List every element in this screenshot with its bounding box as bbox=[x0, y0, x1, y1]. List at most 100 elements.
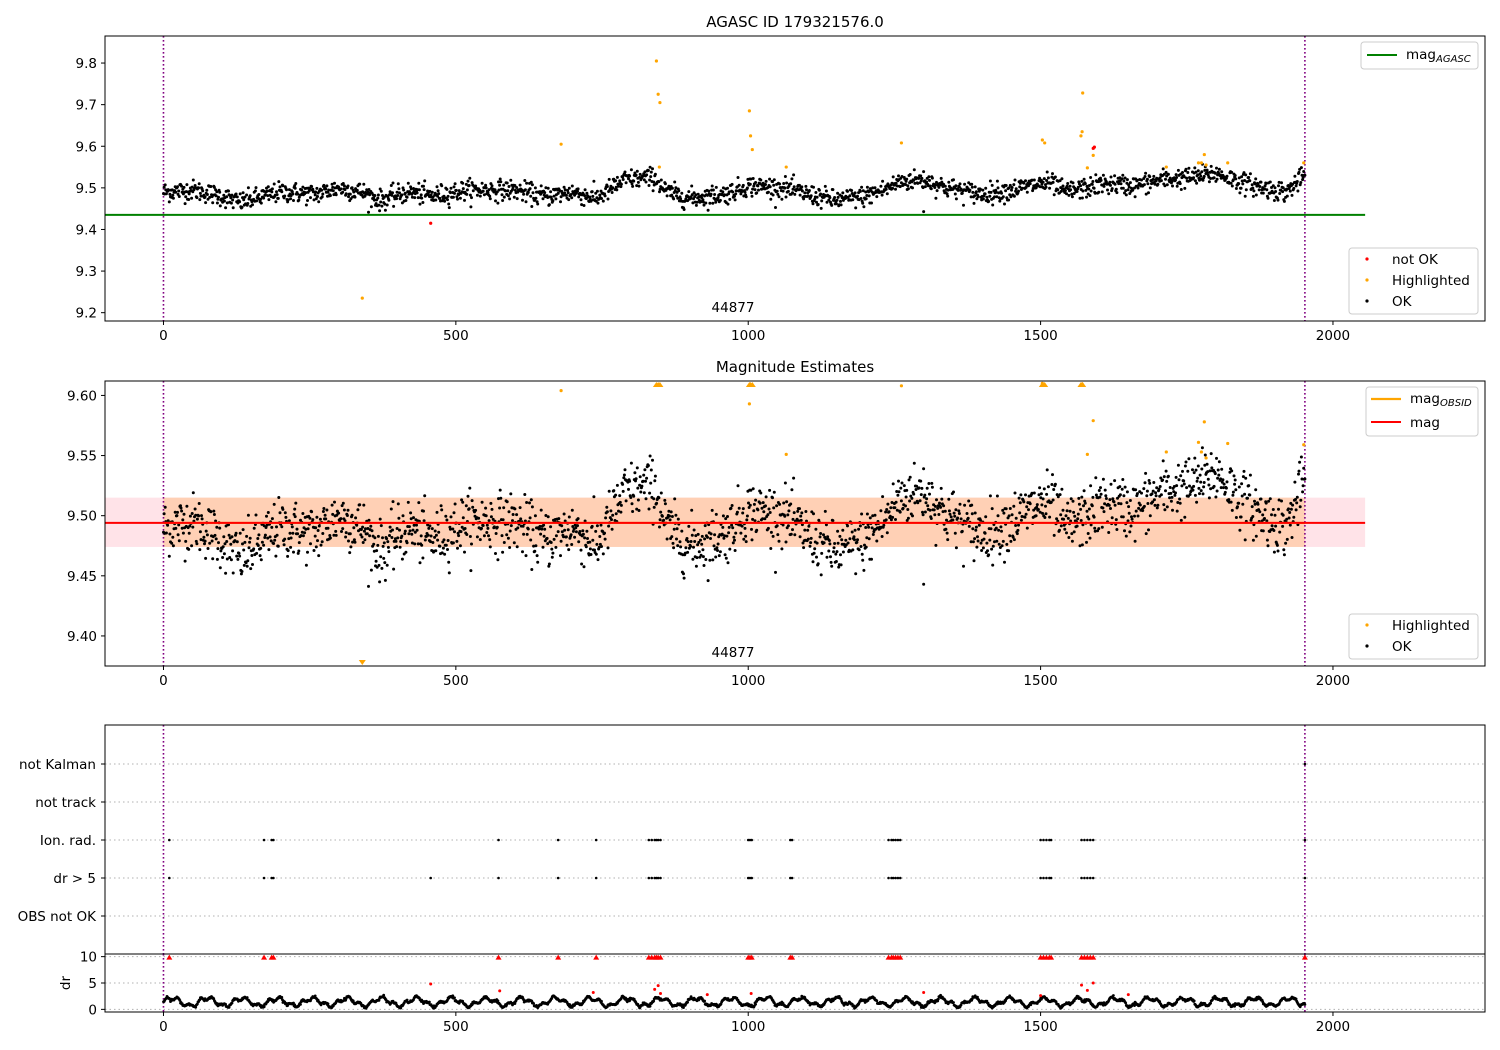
ok-point bbox=[415, 191, 419, 195]
ok-point bbox=[376, 543, 380, 547]
ok-point bbox=[943, 184, 947, 188]
ok-point bbox=[549, 190, 553, 194]
ok-point bbox=[701, 198, 705, 202]
p2-ytick-label-0: 9.40 bbox=[67, 629, 97, 645]
ok-point bbox=[231, 549, 235, 553]
ok-point bbox=[1108, 498, 1112, 502]
ok-point bbox=[778, 182, 782, 186]
flag-point bbox=[891, 838, 895, 842]
ok-point bbox=[465, 188, 469, 192]
ok-point bbox=[912, 461, 916, 465]
ok-point bbox=[327, 188, 331, 192]
ok-point bbox=[507, 510, 511, 514]
ok-point bbox=[804, 184, 808, 188]
ok-point bbox=[530, 205, 534, 208]
ok-point bbox=[996, 514, 1000, 518]
ok-point bbox=[853, 528, 857, 532]
ok-point bbox=[1172, 485, 1176, 488]
ok-point bbox=[816, 562, 820, 566]
ok-point bbox=[316, 529, 320, 532]
ok-point bbox=[1222, 486, 1225, 490]
ok-point bbox=[809, 536, 813, 540]
ok-point bbox=[859, 197, 863, 200]
ok-point bbox=[601, 199, 605, 203]
ok-point bbox=[752, 502, 756, 506]
highlighted-point bbox=[747, 402, 751, 406]
ok-point bbox=[695, 556, 699, 560]
ok-point bbox=[1078, 544, 1082, 548]
ok-point bbox=[769, 547, 773, 550]
ok-point bbox=[1060, 487, 1064, 491]
ok-point bbox=[168, 532, 172, 536]
ok-point bbox=[865, 185, 869, 189]
ok-point bbox=[468, 535, 472, 538]
ok-point bbox=[1059, 513, 1063, 517]
ok-point bbox=[806, 537, 810, 541]
ok-point bbox=[388, 525, 392, 529]
flag-point bbox=[168, 876, 171, 880]
ok-point bbox=[1303, 173, 1307, 177]
ok-point bbox=[315, 186, 319, 190]
ok-point bbox=[1079, 184, 1083, 188]
ok-point bbox=[1175, 176, 1179, 179]
ok-point bbox=[267, 198, 271, 202]
ok-point bbox=[1126, 519, 1130, 523]
ok-point bbox=[660, 514, 664, 518]
ok-point bbox=[739, 192, 743, 196]
ok-point bbox=[875, 195, 879, 199]
ok-point bbox=[740, 190, 744, 193]
ok-point bbox=[1080, 495, 1084, 499]
ok-point bbox=[723, 553, 727, 557]
ok-point bbox=[1104, 497, 1108, 500]
ok-point bbox=[252, 526, 256, 530]
ok-point bbox=[1088, 194, 1092, 198]
ok-point bbox=[1093, 526, 1097, 530]
ok-point bbox=[1268, 497, 1272, 501]
ok-point bbox=[790, 177, 794, 181]
ok-point bbox=[963, 503, 967, 507]
ok-point bbox=[1288, 511, 1292, 514]
ok-point bbox=[1065, 184, 1069, 188]
ok-point bbox=[502, 183, 506, 187]
ok-point bbox=[630, 502, 634, 506]
ok-point bbox=[771, 193, 775, 197]
ok-point bbox=[1003, 560, 1006, 564]
ok-point bbox=[379, 189, 383, 193]
ok-point bbox=[1264, 501, 1268, 505]
legend-highlighted-label: Highlighted bbox=[1392, 273, 1470, 289]
ok-point bbox=[194, 513, 198, 517]
ok-point bbox=[1271, 184, 1275, 188]
ok-point bbox=[841, 528, 845, 532]
ok-point bbox=[834, 560, 838, 563]
ok-point bbox=[1099, 492, 1103, 496]
ok-point bbox=[205, 533, 209, 537]
ok-point bbox=[1107, 503, 1111, 507]
highlighted-point bbox=[1226, 161, 1230, 165]
ok-point bbox=[1298, 505, 1302, 509]
ok-point bbox=[283, 194, 287, 198]
ok-point bbox=[388, 534, 391, 537]
ok-point bbox=[1233, 478, 1237, 482]
ok-point bbox=[1168, 496, 1172, 500]
ok-point bbox=[1151, 500, 1155, 504]
ok-point bbox=[453, 502, 457, 506]
ok-point bbox=[1193, 179, 1197, 183]
flag-point bbox=[1039, 876, 1042, 880]
ok-point bbox=[270, 525, 274, 529]
ok-point bbox=[713, 533, 717, 537]
ok-point bbox=[184, 195, 188, 199]
ok-point bbox=[402, 188, 406, 192]
ok-point bbox=[1070, 192, 1074, 196]
ok-point bbox=[686, 550, 690, 554]
ok-point bbox=[171, 196, 175, 200]
ok-point bbox=[1097, 190, 1101, 194]
ok-point bbox=[1198, 172, 1202, 176]
ok-point bbox=[515, 186, 519, 189]
ok-point bbox=[549, 195, 553, 199]
ok-point bbox=[1272, 550, 1276, 554]
ok-point bbox=[948, 512, 952, 516]
ok-point bbox=[1084, 188, 1088, 192]
ok-point bbox=[1088, 536, 1092, 540]
ok-point bbox=[563, 191, 567, 195]
ok-point bbox=[253, 189, 257, 193]
